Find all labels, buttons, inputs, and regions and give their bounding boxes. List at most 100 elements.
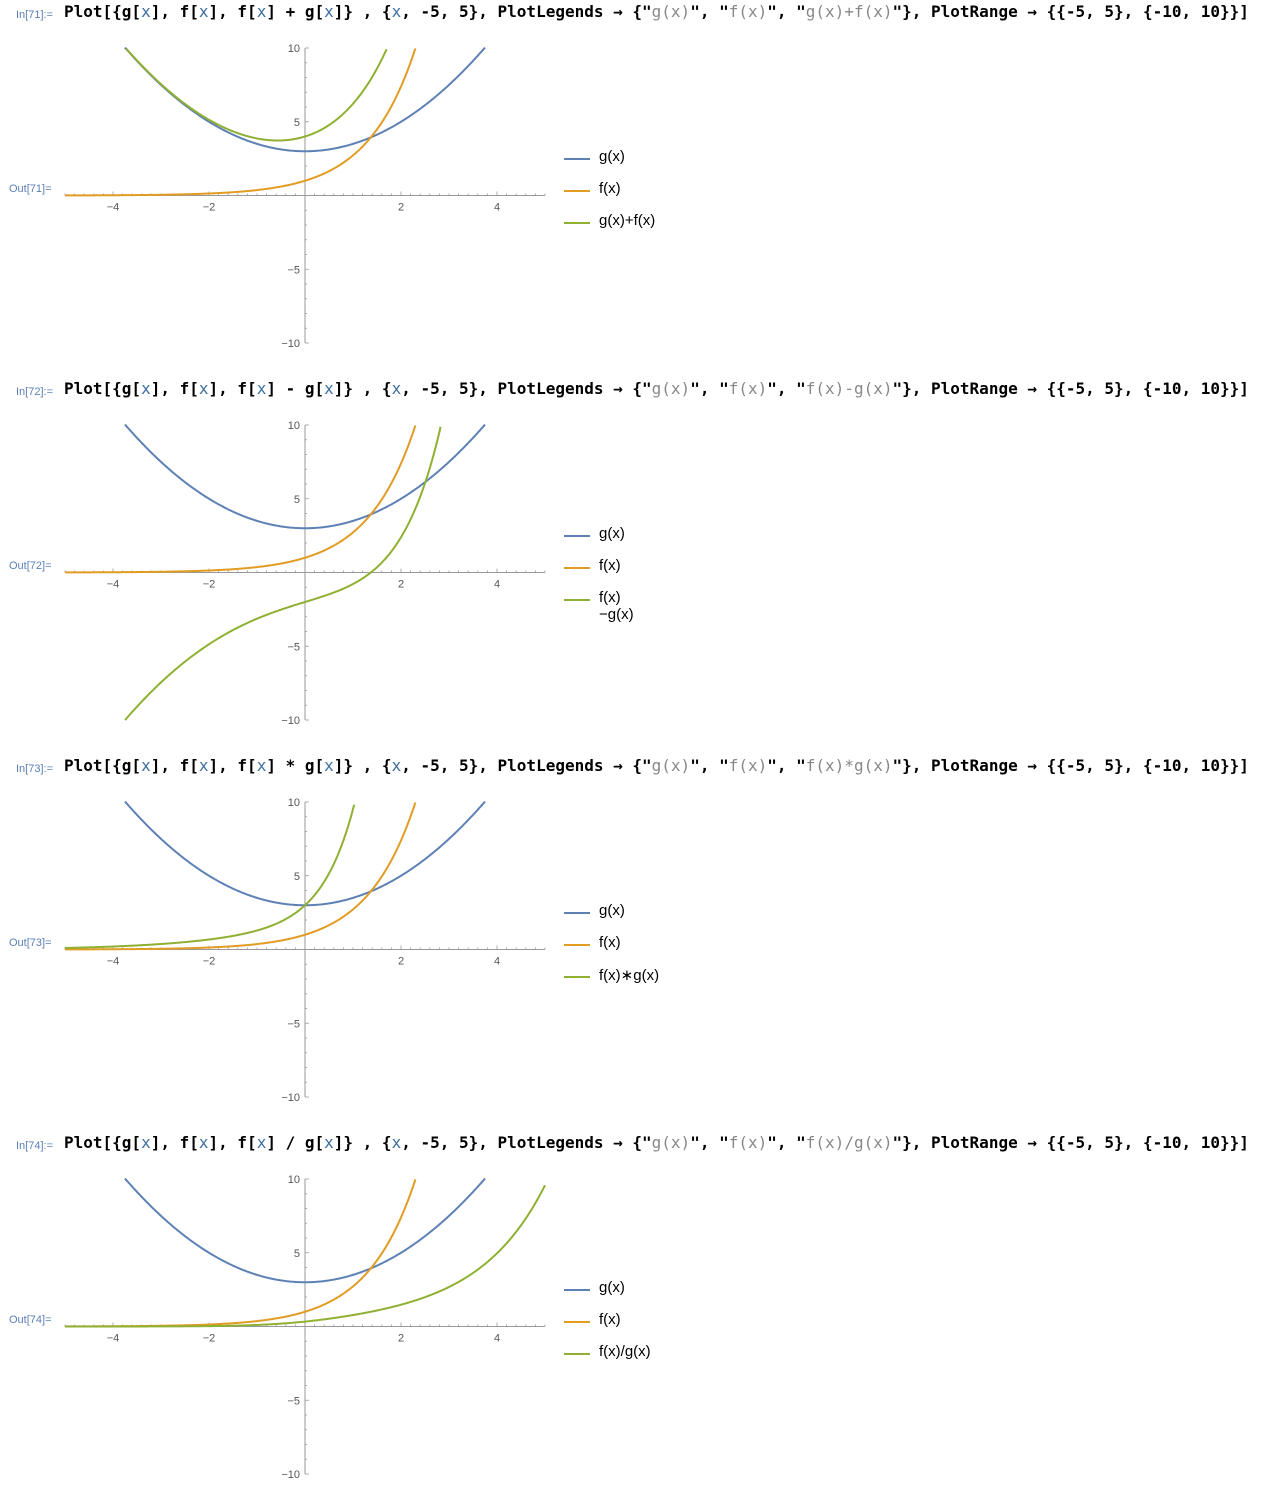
input-label: In[72]:= [16,386,54,398]
legend-label: g(x) [599,902,625,919]
legend-label: f(x) [599,934,621,951]
code-token: Plot[{g[ [64,379,142,398]
notebook-cell: In[72]:= Plot[{g[x], f[x], f[x] - g[x]} ,… [0,377,1277,755]
code-token: ", " [690,2,729,21]
legend-swatch [564,158,590,160]
code-token: ", " [690,379,729,398]
code-token: x [391,1133,402,1152]
code-token: ], f[ [208,1133,257,1152]
code-token: ], f[ [208,756,257,775]
code-token: f(x) [728,379,768,398]
code-token: g(x) [651,1133,691,1152]
code-token: ], f[ [150,756,199,775]
y-tick-label: 10 [288,43,300,55]
input-label: In[73]:= [16,763,54,775]
output-label: Out[71]= [9,183,52,195]
input-code[interactable]: Plot[{g[x], f[x], f[x] + g[x]} , {x, -5,… [64,2,1249,21]
code-token: x [256,756,267,775]
output-label: Out[72]= [9,560,52,572]
code-token: f(x) [728,1133,768,1152]
y-tick-label: −5 [287,1395,300,1407]
y-tick-label: −5 [287,264,300,276]
output-label: Out[73]= [9,937,52,949]
legend-swatch [564,944,590,946]
code-token: g(x)+f(x) [805,2,893,21]
code-token: ", " [767,1133,806,1152]
code-token: ] + g[ [266,2,325,21]
y-tick-label: 5 [294,1248,300,1260]
x-tick-label: −4 [107,579,120,591]
code-token: x [198,1133,209,1152]
x-tick-label: −2 [203,202,216,214]
notebook-cell: In[74]:= Plot[{g[x], f[x], f[x] / g[x]} ,… [0,1131,1277,1509]
code-token: x [324,1133,334,1152]
code-token: x [256,379,267,398]
input-label: In[71]:= [16,9,54,21]
input-code[interactable]: Plot[{g[x], f[x], f[x] / g[x]} , {x, -5,… [64,1133,1249,1152]
code-token: g(x) [651,756,691,775]
code-token: x [324,756,334,775]
code-token: ", " [690,1133,729,1152]
code-token: ", " [767,756,806,775]
code-token: ], f[ [150,1133,199,1152]
input-code[interactable]: Plot[{g[x], f[x], f[x] * g[x]} , {x, -5,… [64,756,1249,775]
code-token: ]} , { [333,379,392,398]
x-tick-label: −4 [107,1333,120,1345]
notebook-cell: In[73]:= Plot[{g[x], f[x], f[x] * g[x]} ,… [0,754,1277,1132]
output-label: Out[74]= [9,1314,52,1326]
code-token: x [391,379,402,398]
code-token: "}, PlotRange → {{-5, 5}, {-10, 10}}] [892,379,1249,398]
series-f-line [65,1179,417,1328]
y-tick-label: 5 [294,494,300,506]
input-label: In[74]:= [16,1140,54,1152]
code-token: ], f[ [208,379,257,398]
legend-swatch [564,535,590,537]
code-token: x [324,379,334,398]
code-token: x [391,756,402,775]
x-tick-label: −2 [203,1333,216,1345]
legend-label: g(x) [599,1279,625,1296]
code-token: , -5, 5}, PlotLegends → {" [401,2,652,21]
code-token: x [324,2,334,21]
code-token: x [198,756,209,775]
code-token: x [198,2,209,21]
code-token: ], f[ [150,2,199,21]
code-token: ]} , { [333,1133,392,1152]
code-token: ], f[ [208,2,257,21]
y-tick-label: 10 [288,1174,300,1186]
plot: −4 −2 2 4 10 5 −5 −10 [64,43,546,350]
y-tick-label: −10 [281,1092,300,1104]
legend-label: g(x) [599,525,625,542]
code-token: x [198,379,209,398]
input-code[interactable]: Plot[{g[x], f[x], f[x] - g[x]} , {x, -5,… [64,379,1249,398]
x-tick-label: −2 [203,579,216,591]
code-token: g(x) [651,2,691,21]
code-token: , -5, 5}, PlotLegends → {" [401,756,652,775]
legend-label: f(x)∗g(x) [599,967,660,984]
series-combo-line [65,1184,546,1328]
series-f-line [65,48,417,197]
code-token: f(x) [728,2,768,21]
legend-label: g(x) [599,148,625,165]
x-tick-label: 4 [494,956,500,968]
series-combo-line [64,804,356,949]
code-token: ] - g[ [266,379,325,398]
code-token: ", " [767,379,806,398]
legend-label: f(x)/g(x) [599,1343,651,1360]
code-token: "}, PlotRange → {{-5, 5}, {-10, 10}}] [892,1133,1249,1152]
legend-swatch [564,912,590,914]
legend-swatch [564,976,590,978]
code-token: g(x) [651,379,691,398]
code-token: f(x)-g(x) [805,379,893,398]
legend-label: g(x)+f(x) [599,212,656,229]
code-token: ] * g[ [266,756,325,775]
series-g-line [124,1177,486,1284]
x-tick-label: 2 [398,1333,404,1345]
x-tick-label: 4 [494,1333,500,1345]
code-token: ]} , { [333,2,392,21]
code-token: x [391,2,402,21]
code-token: x [141,756,151,775]
legend-swatch [564,1353,590,1355]
plot: −4 −2 2 4 10 5 −5 −10 [64,797,546,1104]
y-tick-label: −5 [287,641,300,653]
